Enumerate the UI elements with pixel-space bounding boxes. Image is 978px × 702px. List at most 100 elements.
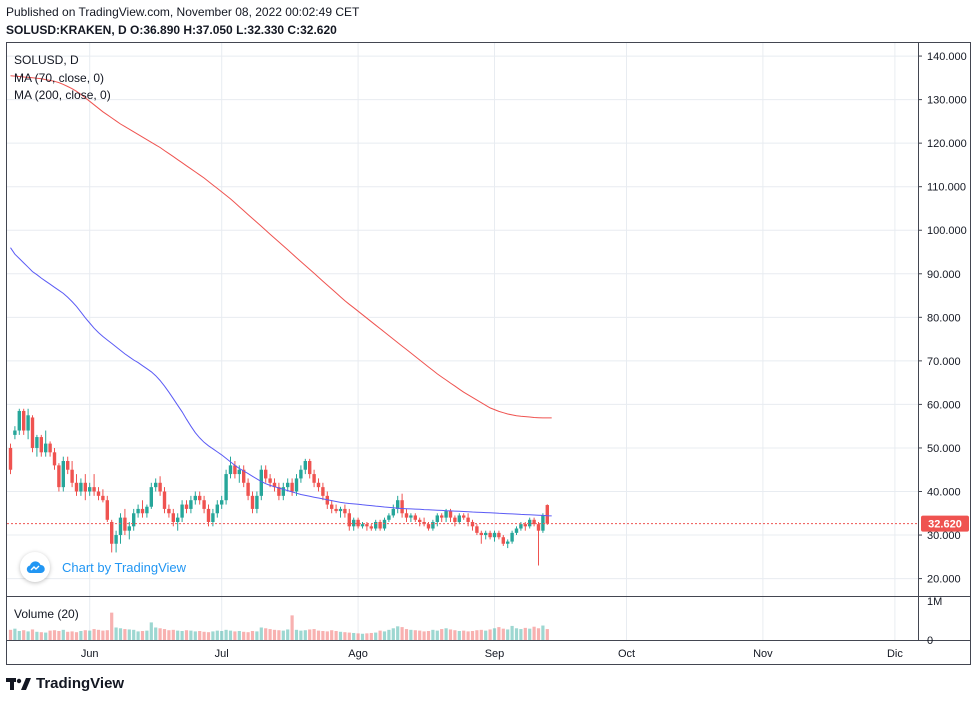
volume-bar bbox=[74, 632, 79, 640]
candle bbox=[105, 495, 109, 522]
candle bbox=[206, 504, 211, 527]
candle bbox=[233, 461, 237, 479]
candle bbox=[215, 500, 219, 518]
volume-bar bbox=[475, 630, 479, 640]
volume-bar bbox=[523, 627, 527, 640]
candle bbox=[22, 408, 26, 435]
candle bbox=[457, 513, 461, 525]
y-tick-label: 30.000 bbox=[927, 530, 961, 542]
candle bbox=[479, 530, 483, 544]
volume-bar bbox=[272, 629, 277, 640]
candle bbox=[57, 463, 61, 492]
chart-frame bbox=[6, 42, 971, 665]
candle bbox=[360, 521, 365, 529]
candle bbox=[259, 465, 263, 501]
volume-bar bbox=[224, 629, 228, 640]
y-tick-label: 100.000 bbox=[927, 225, 967, 237]
candle bbox=[66, 456, 70, 475]
candle bbox=[316, 478, 321, 492]
candle-body bbox=[475, 526, 479, 533]
candle-body bbox=[510, 532, 514, 542]
volume-bar bbox=[189, 630, 193, 640]
candle-body bbox=[17, 410, 21, 431]
candle bbox=[8, 443, 13, 475]
candle-body bbox=[272, 482, 277, 488]
candle bbox=[74, 474, 79, 496]
volume-bar bbox=[220, 631, 224, 640]
candle bbox=[545, 504, 549, 525]
volume-bar bbox=[176, 630, 180, 640]
volume-bar bbox=[347, 632, 351, 640]
volume-bar bbox=[325, 631, 329, 640]
volume-bar bbox=[52, 630, 57, 640]
candle bbox=[171, 508, 175, 527]
candle-body bbox=[110, 521, 114, 544]
volume-bar bbox=[409, 629, 413, 640]
chart-by-tradingview-badge[interactable]: Chart by TradingView bbox=[20, 552, 186, 582]
candle-body bbox=[176, 517, 180, 522]
volume-bar bbox=[171, 629, 175, 640]
candle bbox=[281, 482, 285, 501]
volume-bar bbox=[158, 628, 162, 640]
candle-body bbox=[321, 487, 325, 496]
candle-body bbox=[514, 528, 519, 533]
candle-body bbox=[334, 508, 338, 512]
candle-body bbox=[506, 541, 510, 544]
candle-body bbox=[422, 521, 426, 525]
y-tick-label: 140.000 bbox=[927, 51, 967, 63]
candle-body bbox=[435, 515, 439, 522]
candle bbox=[514, 526, 519, 536]
candle bbox=[413, 513, 417, 522]
volume-bar bbox=[435, 630, 439, 640]
volume-bar bbox=[48, 630, 52, 640]
candle bbox=[224, 469, 228, 505]
published-note: Published on TradingView.com, November 0… bbox=[6, 5, 360, 19]
tradingview-logo[interactable]: TradingView bbox=[6, 675, 124, 692]
volume-bar bbox=[470, 631, 475, 640]
candle bbox=[462, 513, 466, 520]
volume-bar bbox=[250, 631, 255, 640]
candle-body bbox=[431, 521, 435, 529]
volume-bar bbox=[281, 630, 285, 640]
candle bbox=[79, 478, 83, 496]
volume-bar bbox=[215, 630, 219, 640]
y-tick-label: 40.000 bbox=[927, 486, 961, 498]
volume-bar bbox=[303, 630, 307, 640]
candle-body bbox=[184, 504, 189, 509]
x-tick-label: Ago bbox=[348, 648, 368, 660]
candle bbox=[440, 513, 444, 522]
candle-body bbox=[88, 487, 92, 492]
candle bbox=[536, 521, 541, 566]
y-tick-label: 60.000 bbox=[927, 399, 961, 411]
volume-bar bbox=[334, 631, 338, 640]
candle-body bbox=[338, 508, 343, 512]
candle bbox=[162, 487, 167, 514]
volume-bar bbox=[79, 631, 83, 640]
candle bbox=[497, 530, 501, 540]
candle-body bbox=[457, 515, 461, 522]
candle bbox=[70, 461, 74, 488]
candle-body bbox=[356, 519, 360, 527]
volume-bar bbox=[299, 630, 303, 640]
candle-body bbox=[466, 517, 470, 522]
candle bbox=[484, 530, 488, 540]
candle bbox=[396, 495, 400, 514]
candle-body bbox=[246, 482, 250, 496]
candle-body bbox=[492, 532, 497, 538]
candle-body bbox=[193, 495, 197, 501]
candle bbox=[501, 535, 505, 546]
candle-body bbox=[118, 517, 123, 536]
volume-bar bbox=[149, 622, 153, 640]
volume-bar bbox=[246, 632, 250, 640]
candle-body bbox=[418, 519, 422, 522]
candle bbox=[294, 474, 299, 496]
candle bbox=[369, 524, 373, 531]
volume-bar bbox=[202, 631, 206, 640]
volume-bar bbox=[352, 632, 356, 640]
candle bbox=[35, 434, 39, 457]
volume-bar bbox=[154, 627, 158, 640]
candle bbox=[145, 504, 149, 518]
candle-body bbox=[132, 513, 136, 527]
candle bbox=[44, 430, 48, 457]
